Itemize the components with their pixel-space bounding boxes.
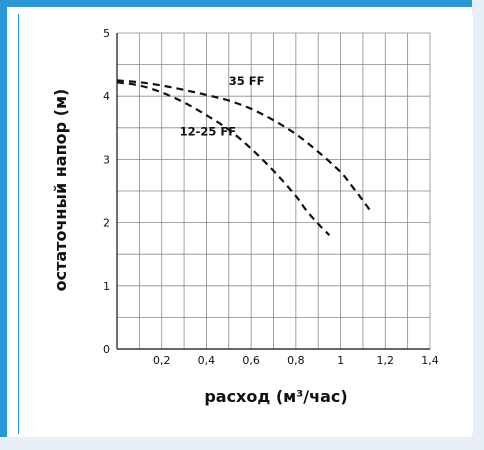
chart-panel	[18, 14, 473, 434]
series-lines	[116, 79, 373, 236]
y-tick-label: 0	[103, 343, 110, 356]
series-label-35ff: 35 FF	[229, 74, 265, 88]
y-tick-label: 5	[103, 27, 110, 40]
x-tick-label: 1,4	[421, 354, 439, 367]
frame-left-bar	[0, 0, 7, 450]
grid	[117, 32, 431, 349]
y-tick-label: 4	[103, 90, 110, 103]
x-tick-label: 1,2	[377, 354, 395, 367]
frame-top-bar	[0, 0, 484, 7]
x-tick-label: 0,4	[198, 354, 216, 367]
y-tick-label: 1	[103, 280, 110, 293]
frame-right-margin	[472, 0, 484, 450]
y-axis-title: остаточный напор (м)	[51, 89, 70, 292]
x-tick-label: 1	[337, 354, 344, 367]
frame-bottom-margin	[0, 437, 484, 450]
x-tick-labels: 0,2 0,4 0,6 0,8 1 1,2 1,4	[153, 354, 439, 367]
series-label-12-25ff: 12-25 FF	[180, 124, 237, 138]
x-tick-label: 0,8	[287, 354, 305, 367]
series-labels: 35 FF 12-25 FF	[180, 74, 265, 139]
x-tick-label: 0,6	[242, 354, 260, 367]
axes	[116, 33, 430, 350]
y-tick-labels: 0 1 2 3 4 5	[103, 27, 110, 356]
series-line-35ff	[116, 79, 373, 214]
y-tick-label: 3	[103, 153, 110, 166]
series-line-12-25ff	[116, 81, 331, 236]
x-tick-label: 0,2	[153, 354, 171, 367]
x-axis-title: расход (м³/час)	[204, 387, 347, 406]
y-tick-label: 2	[103, 217, 110, 230]
